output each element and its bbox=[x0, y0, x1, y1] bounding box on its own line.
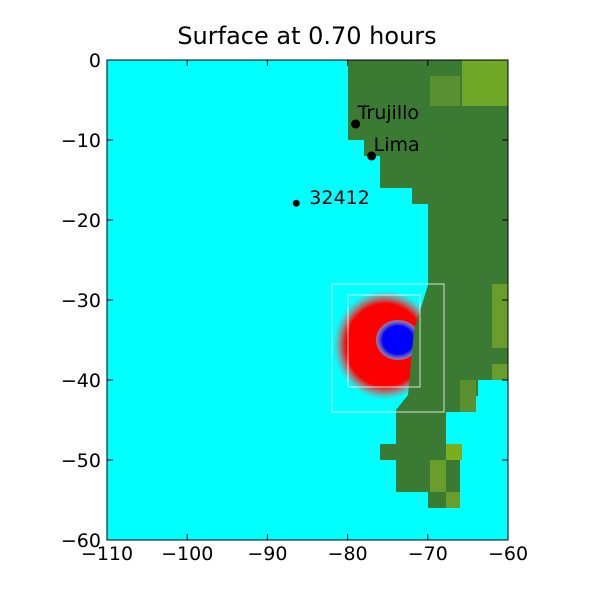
location-marker bbox=[367, 151, 377, 161]
x-tick-label: −90 bbox=[247, 543, 287, 565]
region-box bbox=[331, 283, 445, 413]
x-tick-label: −100 bbox=[161, 543, 213, 565]
wave-trough bbox=[376, 320, 420, 360]
x-tick-label: −70 bbox=[408, 543, 448, 565]
location-label: Lima bbox=[374, 134, 420, 156]
y-tick-label: 0 bbox=[89, 50, 101, 72]
y-tick-label: −20 bbox=[61, 210, 101, 232]
land-patch bbox=[462, 60, 508, 106]
y-tick-label: −10 bbox=[61, 130, 101, 152]
chart-title: Surface at 0.70 hours bbox=[177, 22, 436, 50]
land-patch bbox=[492, 284, 508, 348]
x-tick-label: −60 bbox=[488, 543, 528, 565]
location-marker bbox=[292, 199, 300, 207]
y-tick-label: −60 bbox=[61, 530, 101, 552]
land-patch bbox=[446, 492, 460, 508]
location-label: Trujillo bbox=[357, 102, 419, 124]
y-tick-label: −40 bbox=[61, 370, 101, 392]
location-label: 32412 bbox=[309, 187, 369, 209]
land-patch bbox=[430, 460, 446, 492]
x-tick-label: −110 bbox=[81, 543, 133, 565]
land-patch bbox=[492, 364, 508, 380]
land-patch bbox=[460, 380, 476, 412]
land-patch bbox=[430, 76, 460, 106]
y-tick-label: −30 bbox=[61, 290, 101, 312]
x-tick-label: −80 bbox=[328, 543, 368, 565]
y-tick-label: −50 bbox=[61, 450, 101, 472]
location-marker bbox=[351, 119, 361, 129]
map-area bbox=[107, 60, 508, 540]
land-patch bbox=[446, 444, 462, 460]
region-box bbox=[347, 294, 421, 388]
